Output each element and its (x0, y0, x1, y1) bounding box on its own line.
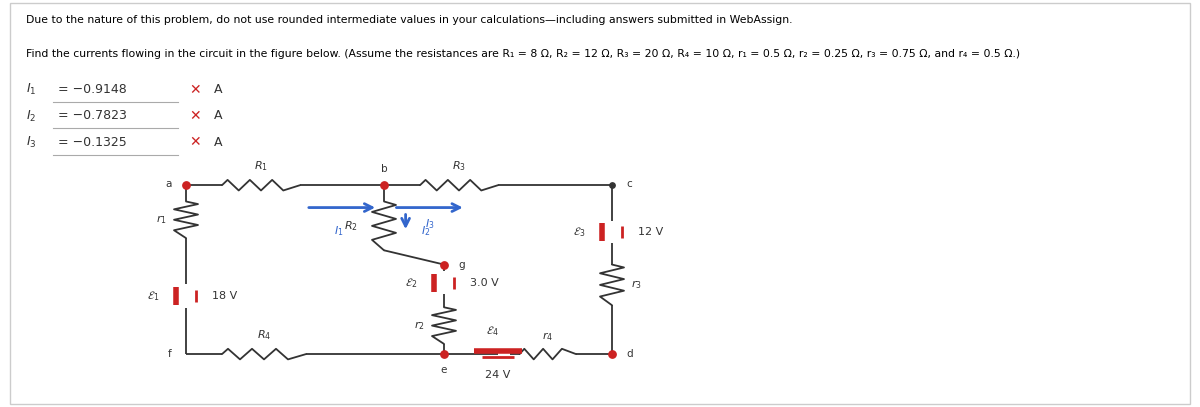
Text: b: b (380, 164, 388, 174)
Text: A: A (214, 109, 222, 123)
Text: $I_1$: $I_1$ (26, 82, 37, 97)
Text: 24 V: 24 V (485, 370, 511, 381)
Text: $\mathcal{E}_2$: $\mathcal{E}_2$ (406, 276, 418, 290)
Text: $R_2$: $R_2$ (343, 219, 358, 233)
Text: = −0.7823: = −0.7823 (58, 109, 126, 123)
Text: = −0.1325: = −0.1325 (58, 136, 126, 149)
Text: $I_2$: $I_2$ (26, 108, 37, 124)
Text: $I_1$: $I_1$ (334, 224, 343, 238)
Text: = −0.9148: = −0.9148 (58, 83, 126, 96)
Text: $I_3$: $I_3$ (26, 135, 37, 150)
Text: e: e (440, 365, 448, 376)
Text: $\mathcal{E}_1$: $\mathcal{E}_1$ (148, 289, 160, 303)
Point (434, 351, 454, 357)
Text: $R_1$: $R_1$ (254, 159, 268, 173)
Text: 3.0 V: 3.0 V (470, 278, 499, 288)
Text: $r_1$: $r_1$ (156, 213, 167, 226)
Text: f: f (168, 349, 172, 359)
Point (374, 182, 394, 188)
Text: g: g (458, 260, 466, 269)
Text: $r_2$: $r_2$ (414, 319, 425, 332)
Point (602, 351, 622, 357)
Text: $I_2$: $I_2$ (421, 224, 431, 238)
Text: 12 V: 12 V (638, 227, 664, 237)
Text: A: A (214, 83, 222, 96)
Text: ✕: ✕ (190, 109, 202, 123)
Text: $I_3$: $I_3$ (425, 217, 434, 231)
Text: $\mathcal{E}_4$: $\mathcal{E}_4$ (486, 324, 498, 338)
Text: 18 V: 18 V (212, 291, 238, 301)
Point (176, 182, 196, 188)
Text: $R_4$: $R_4$ (257, 328, 271, 342)
Text: c: c (626, 179, 632, 189)
Text: d: d (626, 349, 634, 359)
Text: $r_3$: $r_3$ (631, 278, 642, 291)
Point (602, 182, 622, 188)
Text: a: a (166, 179, 172, 189)
Point (434, 261, 454, 268)
Text: $r_4$: $r_4$ (542, 330, 553, 343)
Text: ✕: ✕ (190, 136, 202, 149)
Text: $R_3$: $R_3$ (452, 159, 466, 173)
Text: A: A (214, 136, 222, 149)
Text: Due to the nature of this problem, do not use rounded intermediate values in you: Due to the nature of this problem, do no… (26, 15, 793, 26)
Text: $\mathcal{E}_3$: $\mathcal{E}_3$ (574, 225, 586, 239)
Text: Find the currents flowing in the circuit in the figure below. (Assume the resist: Find the currents flowing in the circuit… (26, 49, 1020, 59)
Text: ✕: ✕ (190, 83, 202, 96)
